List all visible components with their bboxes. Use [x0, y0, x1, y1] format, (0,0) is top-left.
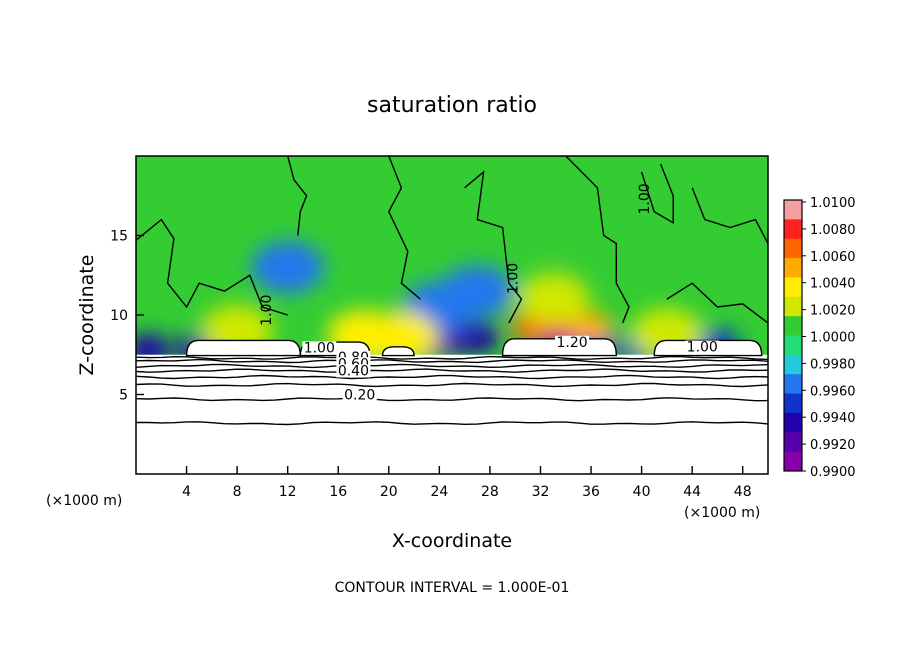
contour-label-bg [555, 335, 590, 349]
x-tick-label: 16 [329, 484, 347, 500]
anomaly-spot [251, 241, 325, 294]
contour-label-bg [302, 341, 337, 355]
contour-label-bg [342, 388, 377, 402]
saturated-region [185, 339, 302, 357]
x-tick-label: 40 [633, 484, 651, 500]
x-tick-label: 32 [532, 484, 550, 500]
saturation-contour [691, 187, 768, 244]
colorbar-label: 1.0020 [810, 304, 856, 319]
layer-contour [136, 358, 768, 364]
layer-contour [136, 355, 768, 361]
saturated-region [381, 346, 415, 357]
contour-label: 0.20 [344, 387, 375, 403]
contour-label: 1.20 [556, 335, 587, 351]
contour-interval-note: CONTOUR INTERVAL = 1.000E-01 [335, 580, 570, 596]
y-axis-label: Z-coordinate [76, 255, 98, 376]
contour-label: 1.00 [259, 295, 275, 326]
saturation-contour [136, 218, 288, 316]
contour-label-bg [336, 364, 371, 378]
anomaly-spot [516, 201, 590, 254]
colorbar-label: 1.0080 [810, 223, 856, 238]
x-tick-label: 8 [233, 484, 242, 500]
x-tick-label: 24 [430, 484, 448, 500]
x-tick-label: 4 [182, 484, 191, 500]
contour-label-bg [685, 340, 720, 354]
colorbar: 1.0100 1.0080 1.0060 1.0040 1.0020 1.0000 0.99… [783, 196, 856, 480]
saturation-contour [565, 156, 630, 324]
colorbar-swatch [784, 238, 802, 259]
colorbar-swatch [784, 335, 802, 356]
layer-contour [136, 368, 768, 373]
layer-contour [136, 397, 768, 402]
colorbar-label: 1.0040 [810, 277, 856, 292]
contour-label: 1.00 [637, 183, 653, 214]
y-axis: 5 10 15 [110, 229, 144, 404]
anomaly-spot [516, 273, 590, 326]
x-axis-label: X-coordinate [392, 530, 512, 552]
x-tick-label: 12 [279, 484, 297, 500]
y-tick-label: 15 [110, 229, 128, 245]
colorbar-label: 0.9900 [810, 465, 856, 480]
saturation-contour [287, 156, 308, 236]
layer-contour [136, 382, 768, 388]
y-tick-label: 10 [110, 308, 128, 324]
colorbar-frame [783, 199, 803, 472]
colorbar-swatch [784, 277, 802, 298]
saturation-contour [388, 156, 421, 300]
chart-title: saturation ratio [367, 93, 537, 118]
x-tick-label: 36 [582, 484, 600, 500]
colorbar-swatch [784, 316, 802, 336]
anomaly-spot [454, 321, 500, 354]
colorbar-swatch [784, 393, 802, 414]
colorbar-label: 1.0060 [810, 250, 856, 265]
saturation-contour [464, 170, 523, 324]
contour-label: 1.00 [304, 340, 335, 356]
subsaturated-layer [136, 354, 768, 474]
colorbar-swatch [784, 374, 802, 395]
contour-label: 1.00 [506, 263, 522, 294]
colorbar-swatch [784, 219, 802, 240]
y-unit-label: (×1000 m) [46, 493, 122, 509]
colorbar-label: 1.0000 [810, 331, 856, 346]
layer-contour [136, 374, 768, 380]
x-tick-label: 28 [481, 484, 499, 500]
x-axis: 4 8 12 16 20 24 28 32 36 40 44 48 [182, 466, 752, 500]
colorbar-swatch [784, 412, 802, 433]
subsaturated-region [136, 354, 768, 474]
saturation-contour [640, 163, 674, 225]
x-tick-label: 44 [683, 484, 701, 500]
colorbar-swatch [784, 432, 802, 453]
contour-lines [136, 156, 768, 426]
colorbar-label: 1.0100 [810, 196, 856, 211]
colorbar-swatch [784, 354, 802, 375]
colorbar-label: 0.9940 [810, 411, 856, 426]
colorbar-swatch [784, 296, 802, 317]
anomaly-spot [440, 265, 514, 318]
contour-labels: 1.001.001.001.001.200.800.600.400.201.00 [259, 183, 720, 403]
x-tick-label: 20 [380, 484, 398, 500]
contour-label: 0.40 [338, 363, 369, 379]
anomaly-spot [568, 311, 614, 344]
x-unit-label: (×1000 m) [684, 505, 760, 521]
colorbar-label: 0.9980 [810, 357, 856, 372]
layer-contour [136, 363, 768, 369]
saturation-contour [666, 282, 768, 324]
colorbar-swatch [784, 451, 802, 472]
colorbar-swatch [784, 200, 802, 220]
x-tick-label: 48 [734, 484, 752, 500]
y-tick-label: 5 [119, 388, 128, 404]
colorbar-label: 0.9920 [810, 438, 856, 453]
colorbar-swatch [784, 258, 802, 278]
plot-area [136, 156, 768, 474]
colorbar-label: 0.9960 [810, 384, 856, 399]
layer-contour [136, 421, 768, 426]
contour-label: 1.00 [687, 340, 718, 356]
